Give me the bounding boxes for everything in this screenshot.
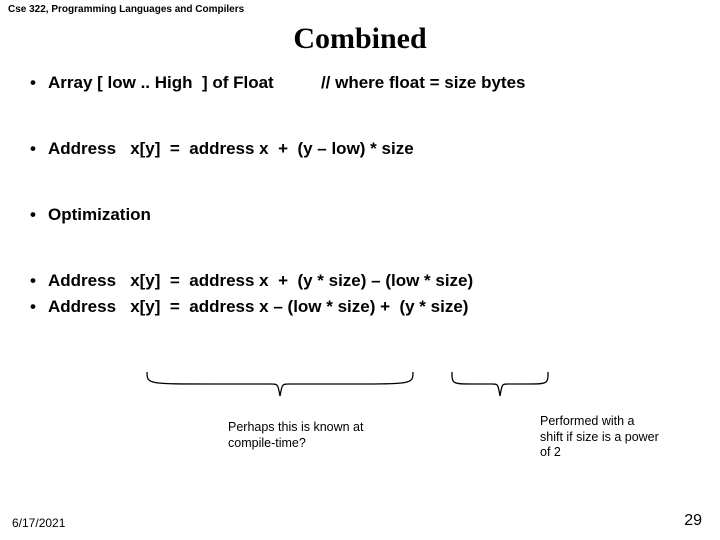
annotation-left: Perhaps this is known at compile-time? [228, 420, 378, 451]
bullet-item: • Address x[y] = address x + (y * size) … [30, 270, 700, 292]
bullet-item: • Optimization [30, 204, 700, 226]
bullet-dot: • [30, 138, 48, 160]
bullet-item: • Address x[y] = address x + (y – low) *… [30, 138, 700, 160]
bullet-text: Address x[y] = address x – (low * size) … [48, 296, 700, 318]
bullet-dot: • [30, 204, 48, 226]
annotation-right: Performed with a shift if size is a powe… [540, 414, 660, 461]
bullet-item: • Address x[y] = address x – (low * size… [30, 296, 700, 318]
bullet-text: Address x[y] = address x + (y * size) – … [48, 270, 700, 292]
bullet-item: • Array [ low .. High ] of Float // wher… [30, 72, 700, 94]
brace-right [450, 370, 550, 400]
brace-left [145, 370, 415, 400]
bullet-dot: • [30, 72, 48, 94]
course-header: Cse 322, Programming Languages and Compi… [8, 4, 244, 15]
bullet-text: Address x[y] = address x + (y – low) * s… [48, 138, 700, 160]
footer-page-number: 29 [684, 512, 702, 530]
page-title: Combined [0, 22, 720, 56]
bullet-text: Array [ low .. High ] of Float // where … [48, 72, 700, 94]
bullet-list: • Array [ low .. High ] of Float // wher… [30, 72, 700, 318]
bullet-text: Optimization [48, 204, 700, 226]
bullet-dot: • [30, 270, 48, 292]
bullet-dot: • [30, 296, 48, 318]
footer-date: 6/17/2021 [12, 516, 65, 530]
